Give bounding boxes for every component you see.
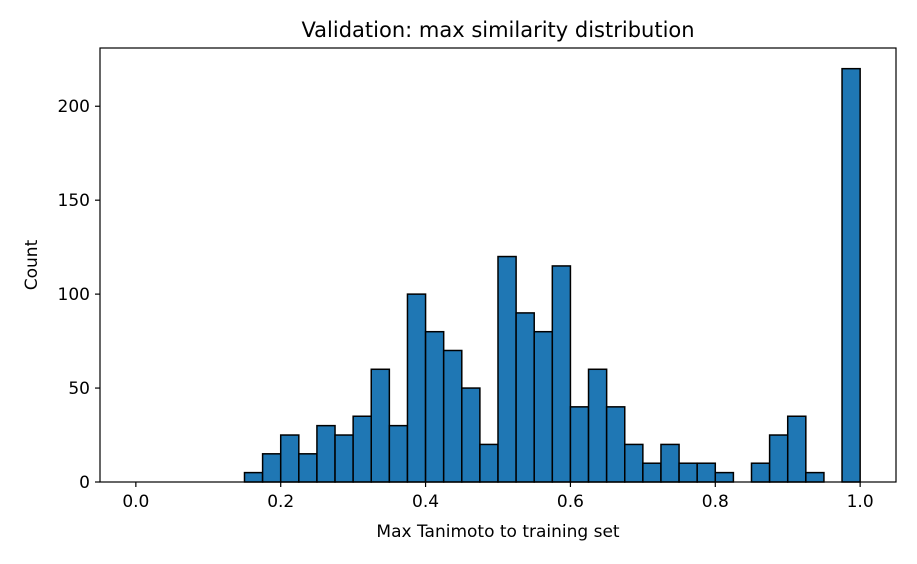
histogram-bar [660, 443, 680, 483]
histogram-bar [388, 424, 409, 483]
histogram-bar [442, 349, 463, 483]
y-tick-label: 0 [79, 473, 90, 493]
histogram-bar [569, 406, 590, 483]
histogram-bar [696, 462, 717, 483]
histogram-bar [750, 462, 771, 483]
y-axis-ticks: 0 50 100 150 200 [58, 97, 100, 493]
histogram-bar [605, 406, 626, 483]
x-tick-label: 0.6 [557, 492, 584, 512]
histogram-bar [642, 462, 662, 483]
histogram-bar [261, 453, 282, 483]
histogram-bar [316, 424, 336, 483]
x-tick-label: 0.8 [702, 492, 729, 512]
histogram-bar [714, 471, 735, 483]
y-tick-label: 50 [68, 379, 90, 399]
y-axis-label: Count [22, 239, 42, 290]
histogram-bar [334, 434, 354, 483]
histogram-bars [243, 67, 861, 483]
histogram-bar [551, 265, 572, 483]
y-tick-label: 150 [58, 191, 90, 211]
histogram-bar [298, 453, 318, 483]
x-tick-label: 1.0 [847, 492, 874, 512]
y-tick-label: 100 [58, 285, 90, 305]
chart-title: Validation: max similarity distribution [301, 18, 694, 42]
histogram-bar [479, 443, 499, 483]
histogram-bar [533, 330, 554, 483]
histogram-bar [424, 330, 445, 483]
x-axis-label: Max Tanimoto to training set [376, 522, 620, 542]
histogram-bar [841, 67, 861, 483]
histogram-bar [461, 387, 481, 483]
histogram-bar [515, 312, 535, 483]
histogram-bar [370, 368, 391, 483]
y-tick-label: 200 [58, 97, 90, 117]
histogram-bar [497, 255, 517, 483]
histogram-bar [805, 471, 825, 483]
plot-frame [99, 47, 897, 483]
histogram-bar [406, 293, 427, 483]
x-axis-ticks: 0.0 0.2 0.4 0.6 0.8 1.0 [122, 482, 874, 512]
x-tick-label: 0.0 [122, 492, 149, 512]
histogram-bar [768, 434, 789, 483]
histogram-bar [786, 415, 807, 483]
histogram-bar [243, 471, 264, 483]
x-tick-label: 0.2 [267, 492, 294, 512]
histogram-bar [624, 443, 644, 483]
histogram-bar [352, 415, 372, 483]
histogram-bar [587, 368, 608, 483]
histogram-bar [678, 462, 698, 483]
histogram-bar [279, 434, 300, 483]
x-tick-label: 0.4 [412, 492, 439, 512]
